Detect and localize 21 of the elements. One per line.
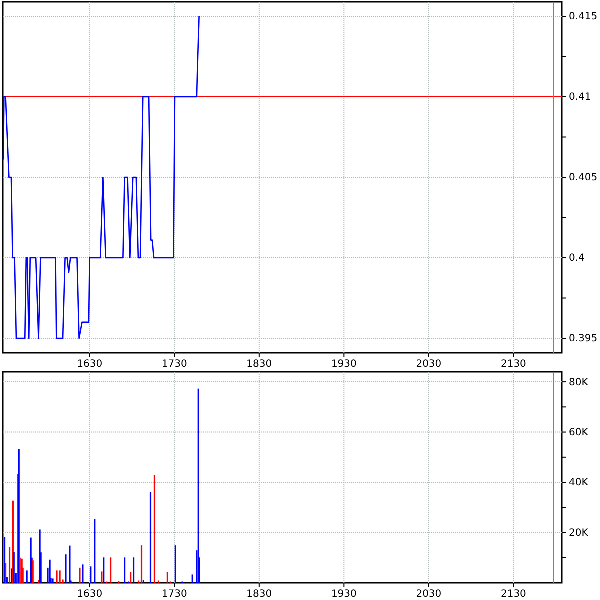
y-tick-label: 40K [569, 478, 589, 489]
x-tick-label: 1930 [331, 589, 357, 600]
y-tick-label: 20K [569, 528, 589, 539]
x-tick-label: 2030 [416, 359, 442, 370]
y-tick-label: 60K [569, 427, 589, 438]
x-tick-label: 1730 [162, 359, 188, 370]
y-tick-label: 0.4 [569, 253, 585, 264]
x-tick-label: 1830 [246, 359, 272, 370]
y-tick-label: 0.405 [569, 172, 598, 184]
y-tick-label: 80K [569, 377, 589, 388]
x-tick-label: 2130 [500, 589, 526, 600]
x-tick-label: 1730 [162, 589, 188, 600]
x-tick-label: 2030 [416, 589, 442, 600]
y-tick-label: 0.41 [569, 92, 592, 104]
x-tick-label: 1830 [246, 589, 272, 600]
x-tick-label: 1930 [331, 359, 357, 370]
y-tick-label: 0.415 [569, 12, 598, 23]
x-tick-label: 1630 [77, 359, 103, 370]
y-tick-label: 0.395 [569, 334, 598, 345]
x-tick-label: 1630 [77, 589, 103, 600]
x-tick-label: 2130 [500, 359, 526, 370]
